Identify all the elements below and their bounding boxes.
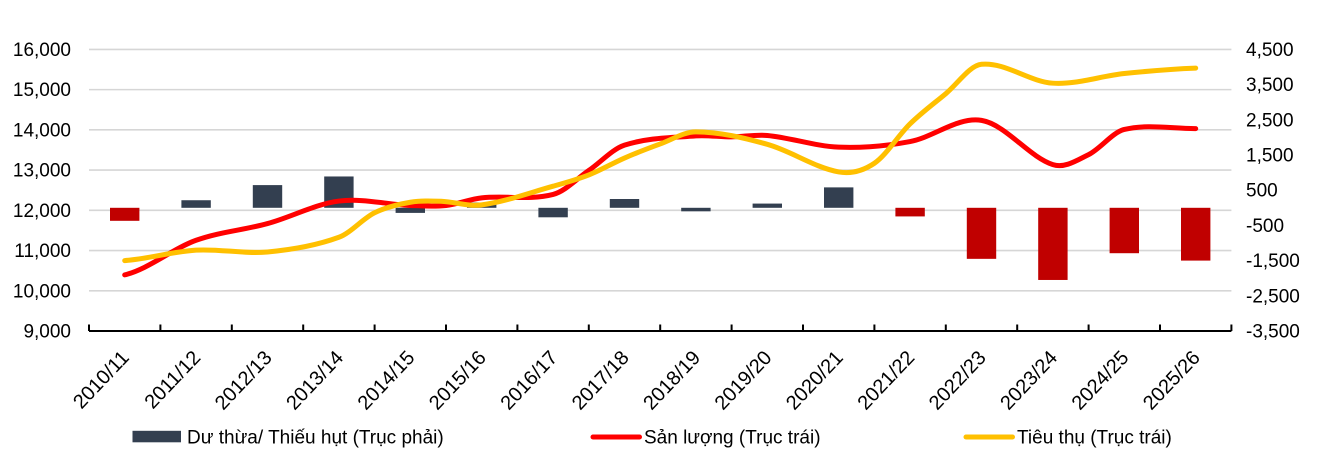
- svg-text:2011/12: 2011/12: [141, 347, 206, 414]
- svg-text:2014/15: 2014/15: [354, 347, 420, 415]
- svg-text:2023/24: 2023/24: [996, 347, 1062, 415]
- svg-text:2025/26: 2025/26: [1139, 347, 1205, 415]
- svg-text:2019/20: 2019/20: [711, 347, 777, 415]
- svg-text:2022/23: 2022/23: [925, 347, 991, 415]
- svg-text:Tiêu thụ (Trục trái): Tiêu thụ (Trục trái): [1017, 428, 1172, 449]
- svg-text:16,000: 16,000: [13, 40, 71, 61]
- svg-text:2018/19: 2018/19: [639, 347, 705, 415]
- svg-text:14,000: 14,000: [13, 120, 71, 141]
- svg-text:500: 500: [1246, 181, 1278, 202]
- svg-text:2021/22: 2021/22: [854, 347, 920, 415]
- svg-text:15,000: 15,000: [13, 80, 71, 101]
- svg-text:2015/16: 2015/16: [425, 347, 491, 415]
- svg-text:11,000: 11,000: [14, 241, 71, 262]
- svg-text:Dư thừa/ Thiếu hụt (Trục phải): Dư thừa/ Thiếu hụt (Trục phải): [187, 428, 444, 449]
- svg-text:12,000: 12,000: [13, 201, 71, 222]
- svg-text:2013/14: 2013/14: [282, 347, 348, 415]
- svg-text:-1,500: -1,500: [1246, 251, 1300, 272]
- svg-text:-3,500: -3,500: [1246, 322, 1300, 343]
- svg-text:2024/25: 2024/25: [1068, 347, 1134, 415]
- svg-text:-2,500: -2,500: [1246, 286, 1300, 307]
- svg-text:2017/18: 2017/18: [568, 347, 634, 415]
- svg-text:Sản lượng (Trục trái): Sản lượng (Trục trái): [644, 428, 821, 449]
- svg-text:-500: -500: [1246, 216, 1284, 237]
- svg-text:2020/21: 2020/21: [782, 347, 848, 415]
- svg-text:2012/13: 2012/13: [211, 347, 277, 415]
- svg-text:2010/11: 2010/11: [69, 347, 134, 414]
- svg-text:2016/17: 2016/17: [497, 347, 563, 415]
- svg-text:2,500: 2,500: [1246, 110, 1294, 131]
- svg-text:3,500: 3,500: [1246, 75, 1294, 96]
- svg-text:4,500: 4,500: [1246, 40, 1294, 61]
- svg-text:9,000: 9,000: [23, 322, 71, 343]
- svg-text:13,000: 13,000: [13, 161, 71, 182]
- svg-text:1,500: 1,500: [1246, 146, 1294, 167]
- svg-text:10,000: 10,000: [13, 281, 71, 302]
